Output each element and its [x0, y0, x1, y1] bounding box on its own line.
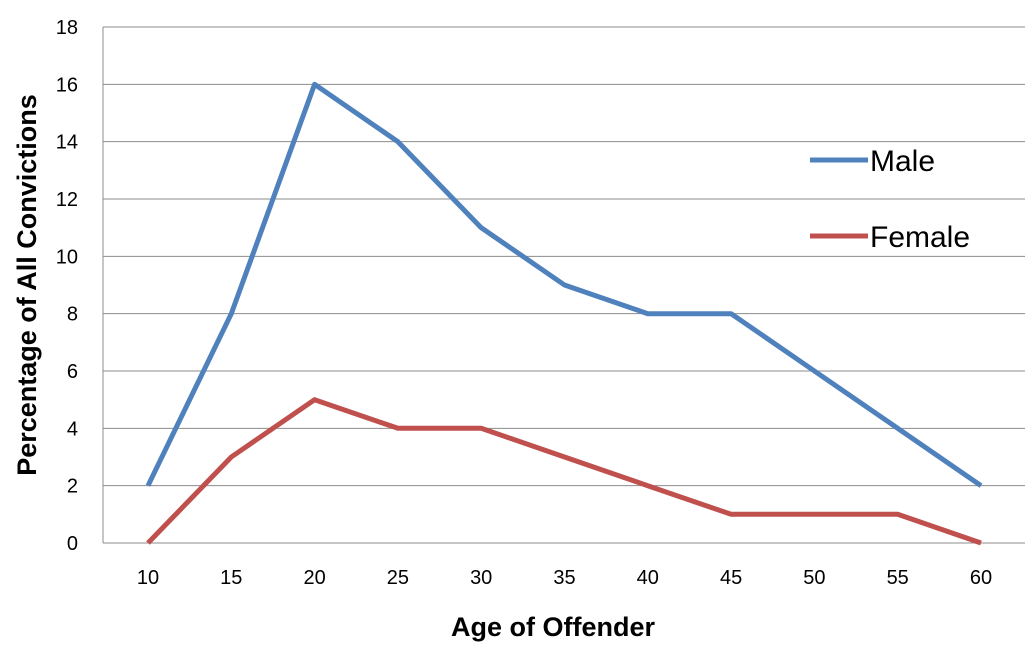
series-lines — [145, 81, 983, 546]
legend-label: Female — [870, 221, 970, 254]
y-tick-label: 0 — [67, 533, 78, 555]
series-line-female — [146, 397, 982, 546]
y-tick-label: 6 — [67, 361, 78, 383]
x-axis-title: Age of Offender — [451, 612, 655, 642]
y-tick-label: 12 — [56, 189, 78, 211]
x-tick-label: 20 — [303, 567, 325, 589]
x-tick-labels: 10 15 20 25 30 35 40 45 50 55 60 — [137, 567, 992, 589]
x-tick-label: 60 — [970, 567, 992, 589]
gridlines — [103, 26, 1025, 487]
y-tick-label: 8 — [67, 304, 78, 326]
y-tick-label: 2 — [67, 476, 78, 498]
x-tick-label: 25 — [387, 567, 409, 589]
x-tick-label: 45 — [720, 567, 742, 589]
legend: Male Female — [810, 145, 970, 254]
x-tick-label: 30 — [470, 567, 492, 589]
y-tick-label: 18 — [56, 17, 78, 39]
y-tick-label: 10 — [56, 246, 78, 268]
x-tick-label: 10 — [137, 567, 159, 589]
x-tick-label: 35 — [553, 567, 575, 589]
x-tick-label: 55 — [887, 567, 909, 589]
y-tick-label: 14 — [56, 132, 78, 154]
y-tick-label: 16 — [56, 74, 78, 96]
x-tick-label: 15 — [220, 567, 242, 589]
y-tick-labels: 0 2 4 6 8 10 12 14 16 18 — [56, 17, 78, 555]
x-tick-label: 40 — [637, 567, 659, 589]
legend-item-female: Female — [810, 221, 970, 254]
series-line-male — [145, 81, 983, 488]
legend-item-male: Male — [810, 145, 935, 178]
y-tick-label: 4 — [67, 418, 78, 440]
x-tick-label: 50 — [803, 567, 825, 589]
legend-label: Male — [870, 145, 935, 178]
y-axis-title: Percentage of All Convictions — [12, 94, 42, 476]
